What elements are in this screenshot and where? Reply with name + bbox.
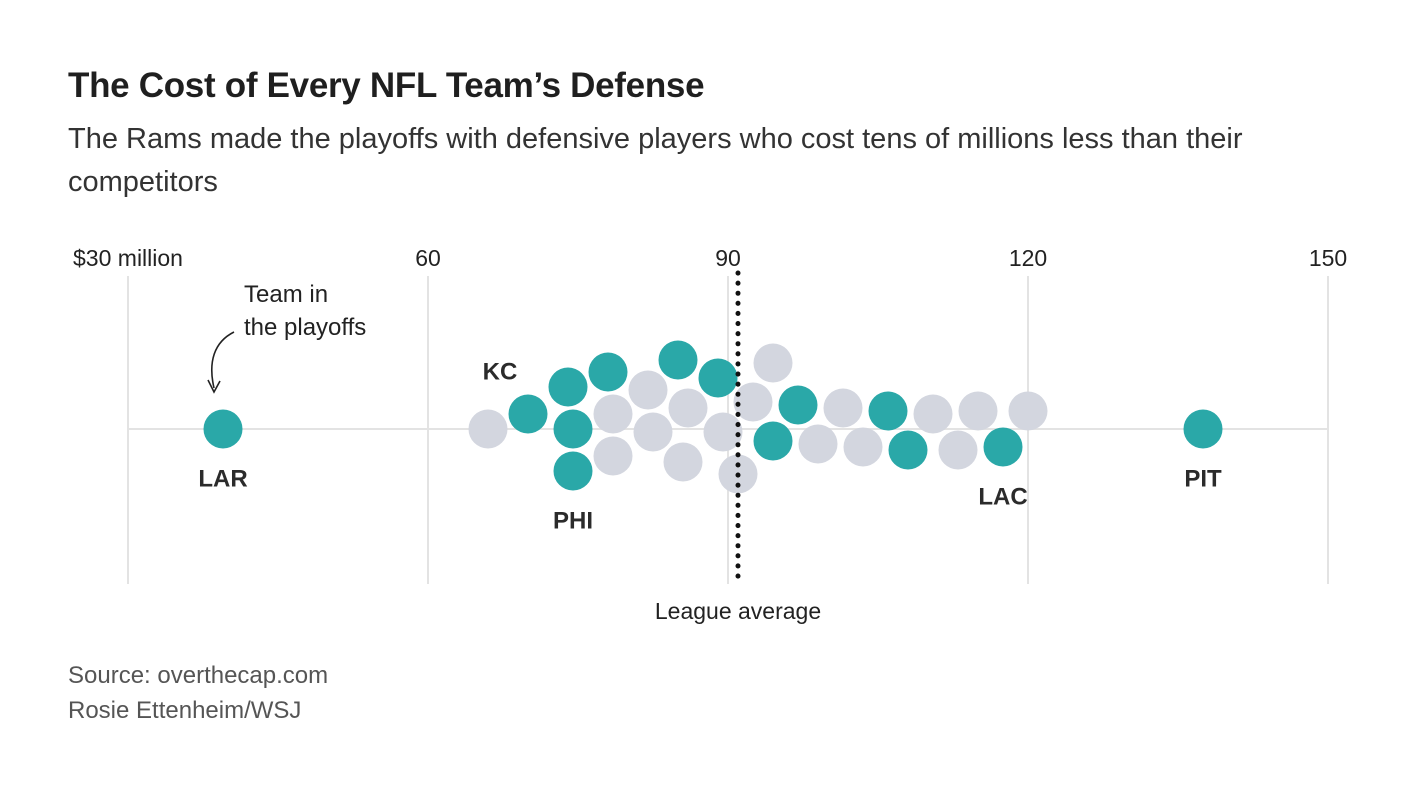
annotation-line-2: the playoffs	[244, 314, 366, 341]
footer: Source: overthecap.com Rosie Ettenheim/W…	[68, 658, 328, 728]
team-dot	[913, 394, 953, 434]
tick-label-30: $30 million	[73, 245, 183, 271]
team-dot	[843, 427, 883, 467]
team-dot-lac	[983, 427, 1023, 467]
team-dot	[823, 388, 863, 428]
team-dots	[203, 340, 1223, 494]
team-label-lac: LAC	[978, 484, 1027, 511]
chart-subtitle: The Rams made the playoffs with defensiv…	[68, 123, 1243, 198]
team-dot-lar	[203, 409, 243, 449]
team-dot-pit	[1183, 409, 1223, 449]
team-dot	[778, 385, 818, 425]
source-note: Source: overthecap.com	[68, 662, 329, 689]
team-dot	[633, 412, 673, 452]
league-average-label: League average	[655, 598, 821, 624]
team-dot	[1008, 391, 1048, 431]
team-dot	[703, 412, 743, 452]
team-dot	[593, 436, 633, 476]
tick-label-60: 60	[415, 245, 441, 271]
chart-title: The Cost of Every NFL Team’s Defense	[68, 66, 705, 105]
team-dot	[668, 388, 708, 428]
team-dot	[663, 442, 703, 482]
annotation-arrow-icon	[211, 331, 235, 389]
team-labels: LAR KC PHI LAC PIT	[198, 359, 1222, 535]
team-label-kc: KC	[483, 359, 518, 386]
team-label-pit: PIT	[1184, 466, 1222, 493]
team-label-lar: LAR	[198, 466, 247, 493]
team-dot	[888, 430, 928, 470]
team-dot	[468, 409, 508, 449]
team-dot	[958, 391, 998, 431]
team-dot	[733, 382, 773, 422]
tick-label-150: 150	[1309, 245, 1347, 271]
tick-label-120: 120	[1009, 245, 1047, 271]
team-dot	[753, 421, 793, 461]
annotation-arrowhead-icon	[207, 379, 221, 394]
team-dot	[753, 343, 793, 383]
team-dot	[553, 409, 593, 449]
team-label-phi: PHI	[553, 508, 593, 535]
playoff-annotation: Team in the playoffs	[207, 281, 366, 394]
league-average-marker: League average	[655, 270, 821, 624]
credit-note: Rosie Ettenheim/WSJ	[68, 697, 302, 724]
team-dot-kc	[508, 394, 548, 434]
team-dot	[658, 340, 698, 380]
team-dot	[698, 358, 738, 398]
beeswarm-chart: $30 million 60 90 120 150 League average LAR…	[73, 245, 1347, 624]
team-dot	[628, 370, 668, 410]
annotation-line-1: Team in	[244, 281, 328, 308]
team-dot-phi	[553, 451, 593, 491]
team-dot	[868, 391, 908, 431]
x-axis-ticks: $30 million 60 90 120 150	[73, 245, 1347, 271]
team-dot	[548, 367, 588, 407]
tick-label-90: 90	[715, 245, 741, 271]
team-dot	[798, 424, 838, 464]
team-dot	[593, 394, 633, 434]
team-dot	[588, 352, 628, 392]
team-dot	[938, 430, 978, 470]
